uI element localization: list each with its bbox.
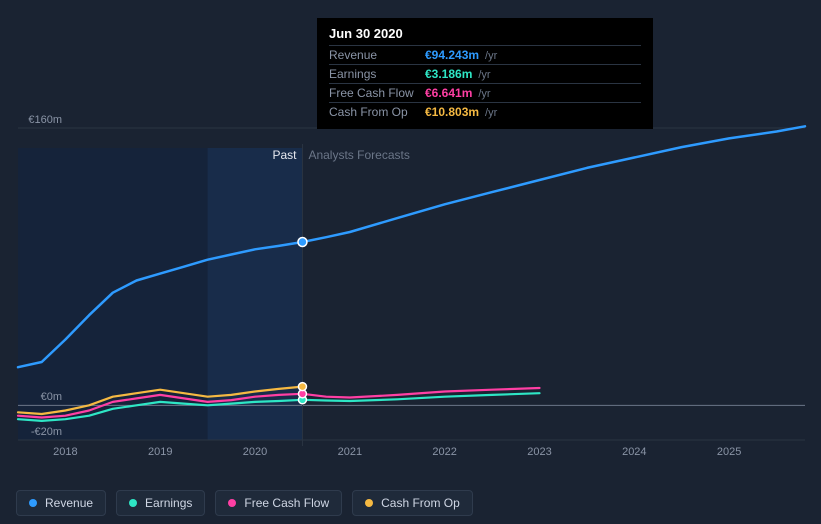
legend-item-label: Cash From Op (381, 496, 460, 510)
legend-dot-icon (365, 499, 373, 507)
tooltip-row: Cash From Op €10.803m/yr (329, 102, 641, 121)
region-label-past: Past (272, 148, 296, 162)
x-tick-label: 2018 (53, 446, 77, 458)
series-marker-revenue (298, 237, 307, 246)
y-tick-label: -€20m (22, 426, 62, 438)
tooltip-row-value: €6.641m (425, 86, 472, 100)
x-tick-label: 2021 (338, 446, 362, 458)
legend-dot-icon (29, 499, 37, 507)
legend-item-label: Earnings (145, 496, 192, 510)
y-tick-label: €160m (22, 114, 62, 126)
x-tick-label: 2024 (622, 446, 646, 458)
tooltip-row-label: Revenue (329, 48, 419, 62)
series-marker-cfo (298, 383, 306, 391)
x-tick-label: 2023 (527, 446, 551, 458)
region-label-forecast: Analysts Forecasts (308, 148, 409, 162)
tooltip-row: Revenue €94.243m/yr (329, 45, 641, 64)
legend-item-label: Revenue (45, 496, 93, 510)
tooltip-row-value: €3.186m (425, 67, 472, 81)
legend-item-fcf[interactable]: Free Cash Flow (215, 490, 342, 516)
legend-dot-icon (228, 499, 236, 507)
legend-item-label: Free Cash Flow (244, 496, 329, 510)
tooltip-row-label: Earnings (329, 67, 419, 81)
tooltip-row-unit: /yr (485, 50, 497, 62)
y-tick-label: €0m (22, 391, 62, 403)
x-tick-label: 2022 (432, 446, 456, 458)
legend-item-revenue[interactable]: Revenue (16, 490, 106, 516)
tooltip-row: Free Cash Flow €6.641m/yr (329, 83, 641, 102)
financials-chart: €160m €0m -€20m 2018 2019 2020 2021 2022 2023 20… (0, 0, 821, 524)
tooltip-row-value: €94.243m (425, 48, 479, 62)
tooltip-row: Earnings €3.186m/yr (329, 64, 641, 83)
tooltip-row-unit: /yr (478, 69, 490, 81)
chart-tooltip: Jun 30 2020 Revenue €94.243m/yr Earnings €3… (317, 18, 653, 129)
legend-dot-icon (129, 499, 137, 507)
tooltip-row-unit: /yr (485, 107, 497, 119)
tooltip-date: Jun 30 2020 (329, 26, 641, 45)
tooltip-row-label: Cash From Op (329, 105, 419, 119)
x-tick-label: 2019 (148, 446, 172, 458)
tooltip-row-label: Free Cash Flow (329, 86, 419, 100)
x-tick-label: 2025 (717, 446, 741, 458)
legend-item-earnings[interactable]: Earnings (116, 490, 205, 516)
legend-item-cfo[interactable]: Cash From Op (352, 490, 473, 516)
chart-legend: Revenue Earnings Free Cash Flow Cash From O… (16, 490, 473, 516)
x-tick-label: 2020 (243, 446, 267, 458)
tooltip-row-unit: /yr (478, 88, 490, 100)
tooltip-row-value: €10.803m (425, 105, 479, 119)
